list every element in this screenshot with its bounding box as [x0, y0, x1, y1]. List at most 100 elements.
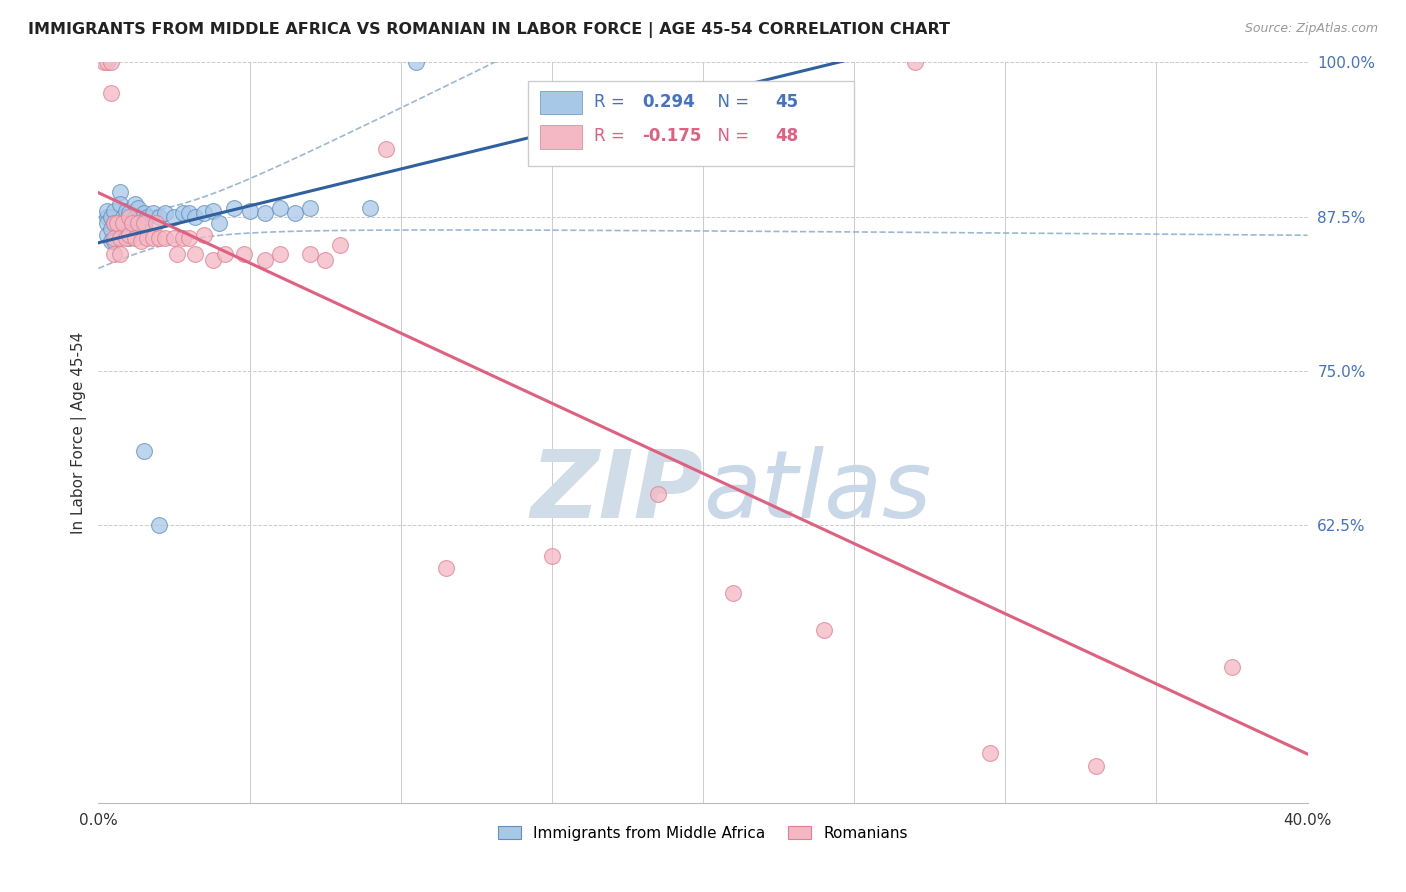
Point — [184, 246, 207, 260]
Point — [135, 210, 157, 224]
Point — [96, 55, 118, 70]
Point — [904, 55, 927, 70]
Point — [202, 203, 225, 218]
Text: N =: N = — [707, 128, 754, 145]
Point — [103, 216, 125, 230]
Point — [253, 206, 276, 220]
Point — [269, 201, 291, 215]
Point — [374, 142, 396, 156]
Point — [329, 238, 352, 252]
Text: R =: R = — [595, 93, 630, 111]
Point — [163, 210, 186, 224]
Point — [111, 222, 134, 236]
Point — [132, 216, 155, 230]
Point — [108, 230, 131, 244]
Legend: Immigrants from Middle Africa, Romanians: Immigrants from Middle Africa, Romanians — [492, 820, 914, 847]
Point — [124, 210, 146, 224]
Point — [118, 228, 141, 243]
Point — [153, 230, 176, 244]
Point — [813, 623, 835, 637]
Point — [127, 201, 149, 215]
Text: Source: ZipAtlas.com: Source: ZipAtlas.com — [1244, 22, 1378, 36]
Point — [148, 518, 170, 533]
Point — [96, 216, 118, 230]
Point — [114, 230, 136, 244]
FancyBboxPatch shape — [540, 126, 582, 149]
Point — [979, 747, 1001, 761]
Point — [208, 216, 231, 230]
Point — [103, 230, 125, 244]
Point — [142, 230, 165, 244]
Point — [1085, 758, 1108, 772]
Point — [299, 246, 322, 260]
Point — [360, 201, 382, 215]
Point — [647, 487, 669, 501]
Point — [224, 201, 246, 215]
Point — [145, 216, 167, 230]
Text: atlas: atlas — [703, 446, 931, 537]
Point — [184, 210, 207, 224]
Point — [100, 222, 122, 236]
Point — [114, 203, 136, 218]
Point — [96, 210, 118, 224]
Point — [239, 203, 262, 218]
Point — [121, 216, 143, 230]
Text: N =: N = — [707, 93, 754, 111]
Point — [108, 246, 131, 260]
Point — [202, 252, 225, 267]
Point — [93, 55, 115, 70]
Point — [100, 87, 122, 101]
Point — [103, 203, 125, 218]
Point — [179, 206, 201, 220]
Point — [127, 216, 149, 230]
Point — [142, 206, 165, 220]
Point — [111, 210, 134, 224]
Text: -0.175: -0.175 — [643, 128, 702, 145]
Point — [103, 235, 125, 249]
Point — [108, 185, 131, 199]
Text: 0.294: 0.294 — [643, 93, 696, 111]
Text: ZIP: ZIP — [530, 446, 703, 538]
FancyBboxPatch shape — [540, 91, 582, 114]
Point — [96, 228, 118, 243]
Point — [118, 230, 141, 244]
Point — [193, 206, 215, 220]
Y-axis label: In Labor Force | Age 45-54: In Labor Force | Age 45-54 — [72, 332, 87, 533]
Text: IMMIGRANTS FROM MIDDLE AFRICA VS ROMANIAN IN LABOR FORCE | AGE 45-54 CORRELATION: IMMIGRANTS FROM MIDDLE AFRICA VS ROMANIA… — [28, 22, 950, 38]
FancyBboxPatch shape — [527, 81, 855, 166]
Point — [1220, 660, 1243, 674]
Point — [153, 206, 176, 220]
Point — [135, 230, 157, 244]
Point — [100, 55, 122, 70]
Point — [124, 230, 146, 244]
Point — [103, 246, 125, 260]
Point — [129, 235, 152, 249]
Point — [163, 230, 186, 244]
Point — [111, 216, 134, 230]
Point — [114, 219, 136, 233]
Point — [193, 228, 215, 243]
Point — [118, 210, 141, 224]
Point — [269, 246, 291, 260]
Point — [172, 206, 194, 220]
Point — [132, 444, 155, 458]
Point — [148, 230, 170, 244]
Point — [132, 219, 155, 233]
Point — [105, 216, 128, 230]
Point — [172, 230, 194, 244]
Point — [232, 246, 254, 260]
Point — [284, 206, 307, 220]
Point — [434, 561, 457, 575]
Point — [100, 210, 122, 224]
Point — [132, 206, 155, 220]
Text: 48: 48 — [776, 128, 799, 145]
Point — [299, 201, 322, 215]
Point — [179, 230, 201, 244]
Point — [540, 549, 562, 563]
Point — [96, 203, 118, 218]
Point — [118, 219, 141, 233]
Point — [253, 252, 276, 267]
Text: 45: 45 — [776, 93, 799, 111]
Point — [103, 216, 125, 230]
Point — [100, 235, 122, 249]
